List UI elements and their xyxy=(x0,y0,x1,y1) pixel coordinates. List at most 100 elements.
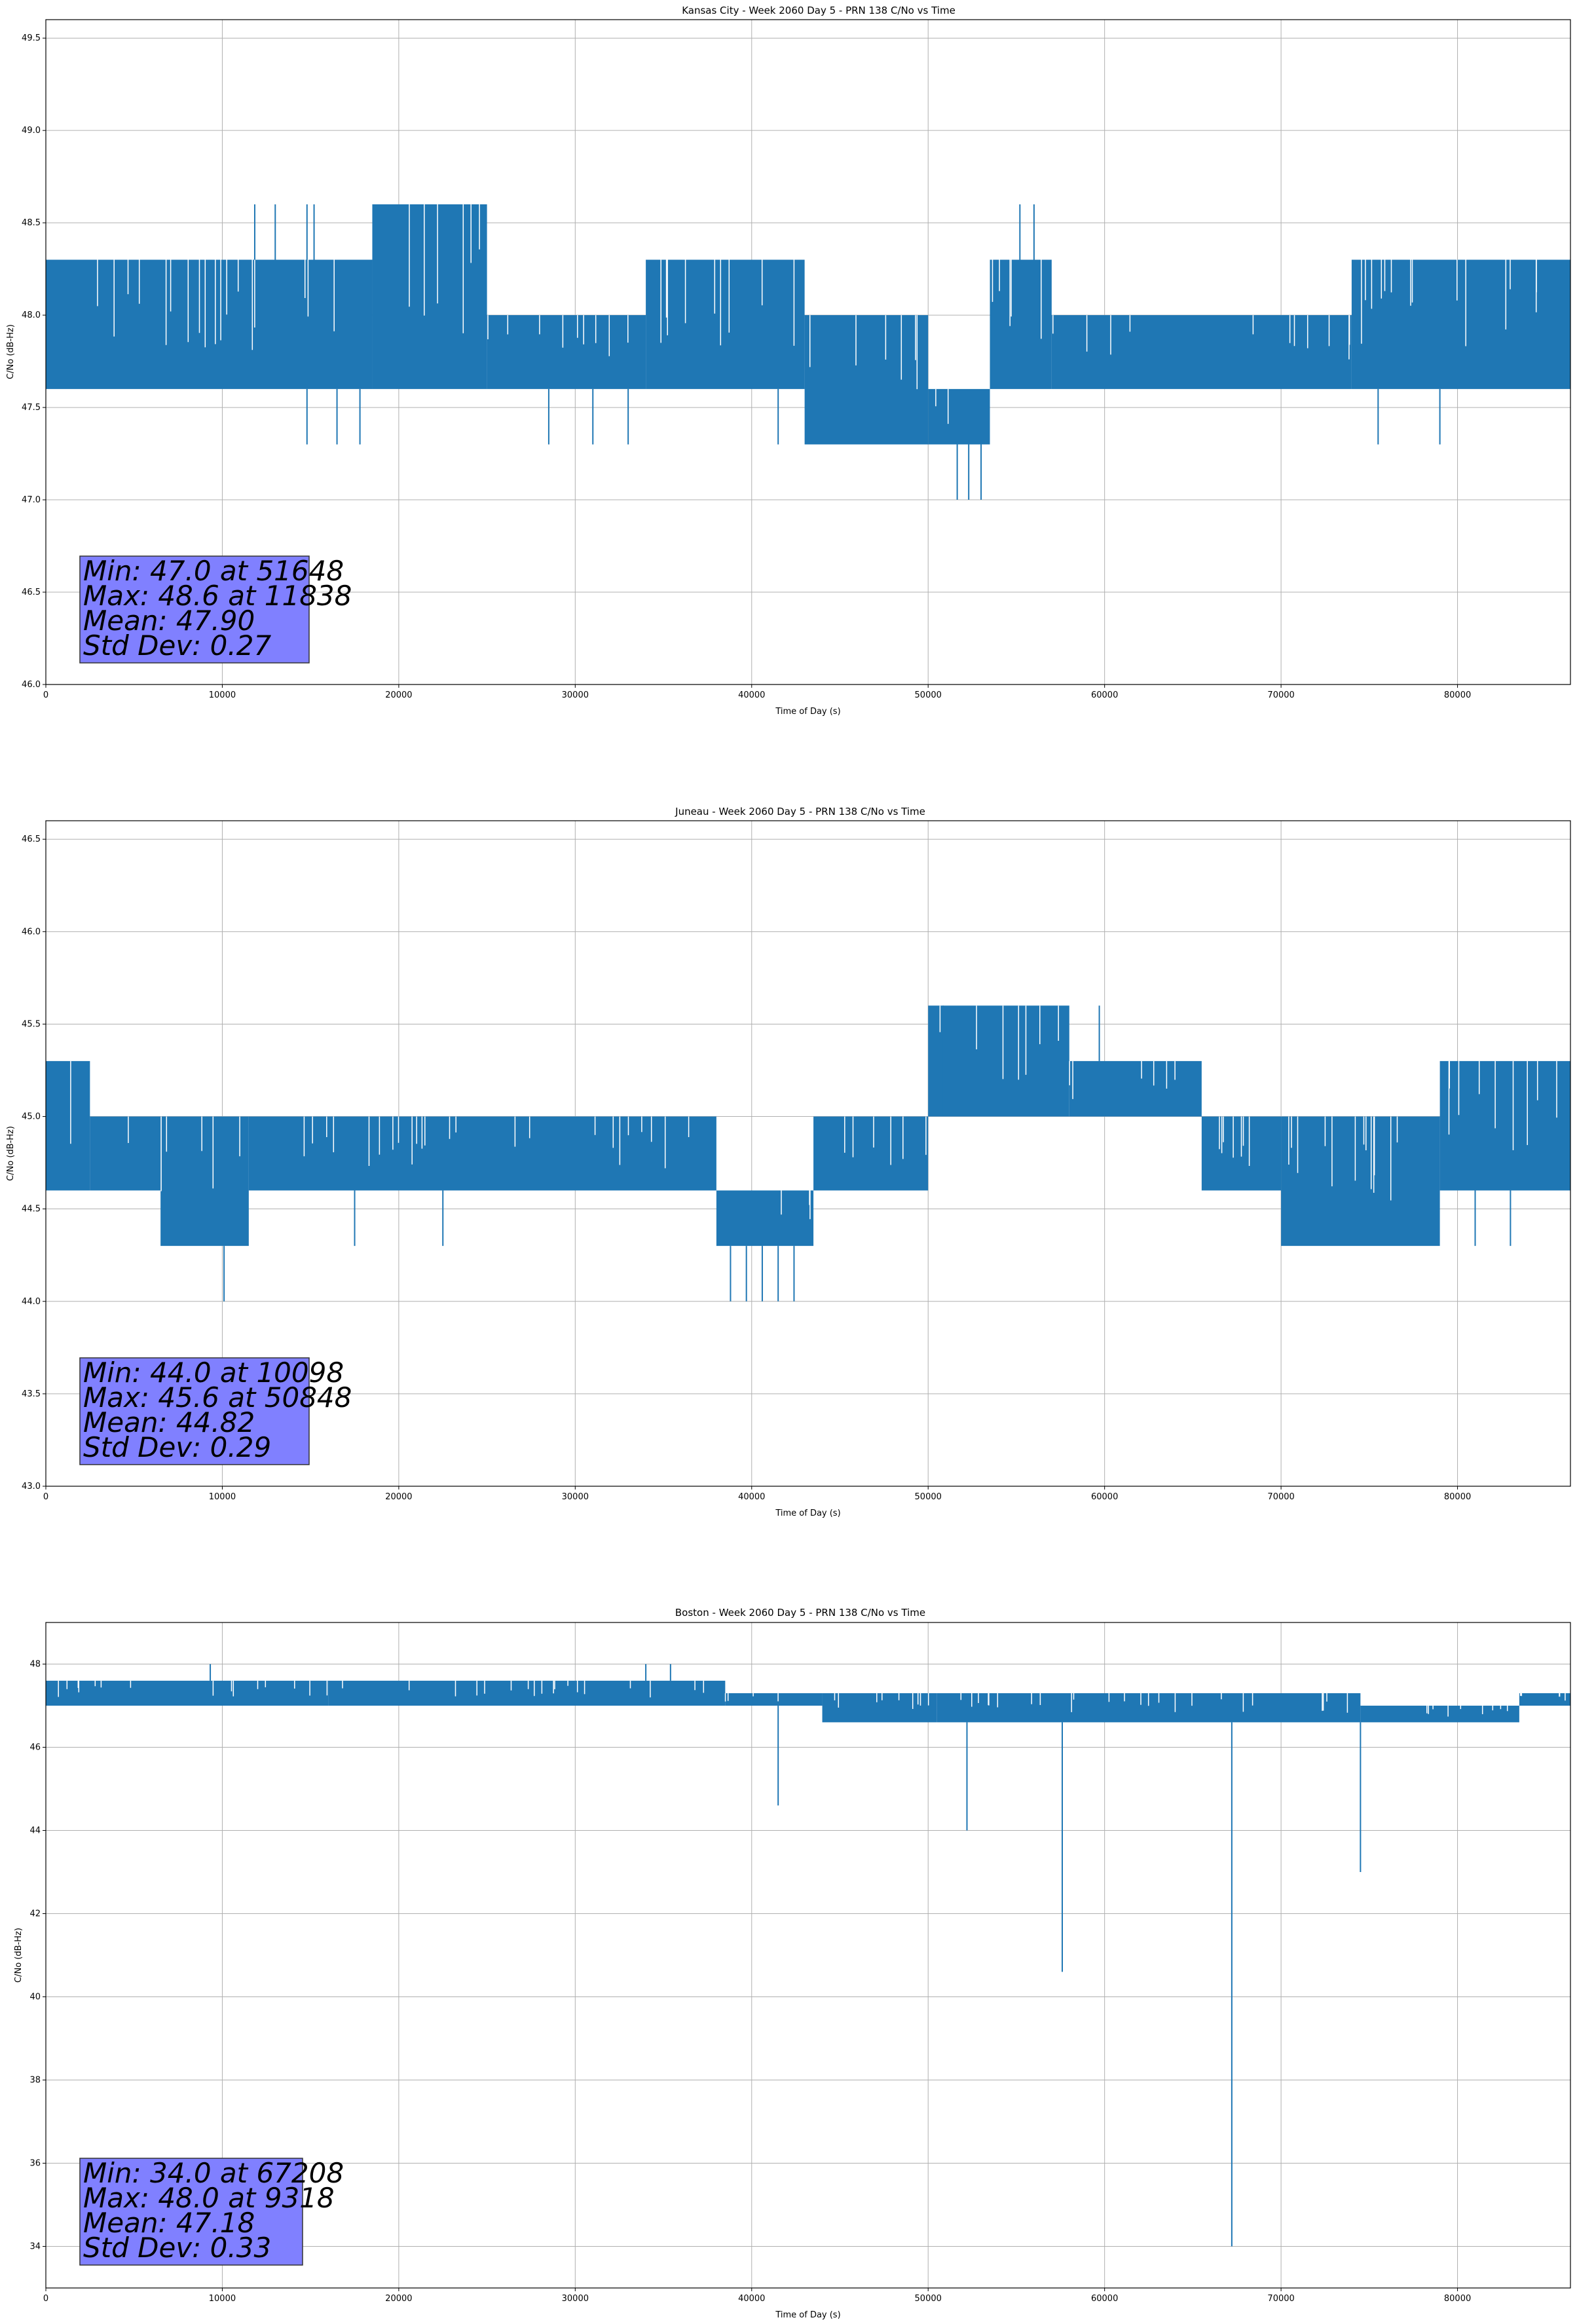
x-tick-label: 40000 xyxy=(738,1492,765,1502)
grid xyxy=(45,1622,1570,2288)
signal-band xyxy=(372,204,487,389)
band-gaps xyxy=(1052,315,1350,360)
x-tick-label: 0 xyxy=(43,1492,48,1502)
band-gaps xyxy=(1219,1116,1250,1166)
band-gaps xyxy=(1519,1693,1566,1701)
chart-boston: Boston - Week 2060 Day 5 - PRN 138 C/No … xyxy=(14,1607,1571,2320)
chart-title: Kansas City - Week 2060 Day 5 - PRN 138 … xyxy=(682,5,955,16)
y-tick-label: 49.5 xyxy=(22,33,41,43)
x-tick-label: 50000 xyxy=(915,2294,942,2304)
signal-band xyxy=(248,1116,716,1191)
x-axis-label: Time of Day (s) xyxy=(775,2310,840,2320)
x-tick-label: 70000 xyxy=(1267,690,1294,700)
x-tick-label: 30000 xyxy=(562,2294,589,2304)
x-tick-label: 60000 xyxy=(1091,690,1118,700)
y-tick-label: 45.0 xyxy=(22,1112,41,1122)
y-tick-label: 46.0 xyxy=(22,680,41,690)
band-gaps xyxy=(487,315,629,356)
signal-band xyxy=(328,1680,726,1706)
x-tick-label: 40000 xyxy=(738,690,765,700)
x-tick-label: 20000 xyxy=(385,690,412,700)
signal-band xyxy=(160,1116,249,1246)
x-tick-label: 10000 xyxy=(209,2294,236,2304)
signal-band xyxy=(46,1060,90,1191)
band-gaps xyxy=(1069,1060,1176,1099)
y-tick-label: 42 xyxy=(29,1909,41,1919)
x-axis-label: Time of Day (s) xyxy=(775,707,840,717)
plot-frame xyxy=(45,820,1571,1487)
stats-box: Min: 34.0 at 67208 Max: 48.0 at 9318 Mea… xyxy=(79,2157,344,2266)
y-tick-label: 47.5 xyxy=(22,403,41,413)
stats-min: Min: 47.0 at 51648 xyxy=(83,555,344,587)
x-tick-label: 60000 xyxy=(1091,2294,1118,2304)
stats-min: Min: 34.0 at 67208 xyxy=(83,2157,344,2189)
band-gaps xyxy=(781,1190,811,1220)
y-tick-label: 46.5 xyxy=(22,588,41,597)
y-tick-label: 43.0 xyxy=(22,1482,41,1491)
x-tick-label: 20000 xyxy=(385,2294,412,2304)
axis-ticks: 0 10000 20000 30000 40000 50000 60000 70000 8000… xyxy=(22,834,1471,1502)
signal-band xyxy=(1069,1060,1202,1117)
stats-box-background xyxy=(79,555,310,664)
stats-std-dev: Std Dev: 0.27 xyxy=(83,629,271,662)
y-tick-label: 38 xyxy=(29,2076,41,2086)
x-axis-label: Time of Day (s) xyxy=(775,1509,840,1518)
band-gaps xyxy=(342,1680,705,1698)
y-tick-label: 34 xyxy=(29,2242,41,2252)
band-gaps xyxy=(1361,259,1537,347)
stats-mean: Mean: 44.82 xyxy=(83,1406,255,1438)
y-axis-label: C/No (dB-Hz) xyxy=(6,1126,16,1181)
signal-band xyxy=(716,1190,814,1246)
stats-min: Min: 44.0 at 10098 xyxy=(83,1357,344,1389)
y-tick-label: 46.5 xyxy=(22,834,41,844)
y-tick-label: 47.0 xyxy=(22,495,41,505)
signal-band xyxy=(46,259,373,389)
axis-ticks: 0 10000 20000 30000 40000 50000 60000 70000 8000… xyxy=(29,1660,1471,2304)
chart-title: Boston - Week 2060 Day 5 - PRN 138 C/No … xyxy=(675,1607,925,1619)
x-tick-label: 10000 xyxy=(209,690,236,700)
band-gaps xyxy=(935,388,949,424)
stats-max: Max: 45.6 at 50848 xyxy=(83,1381,352,1414)
x-tick-label: 40000 xyxy=(738,2294,765,2304)
x-tick-label: 30000 xyxy=(562,1492,589,1502)
plot-frame xyxy=(45,19,1571,685)
y-tick-label: 45.5 xyxy=(22,1019,41,1029)
signal-band xyxy=(804,315,929,445)
stats-mean: Mean: 47.18 xyxy=(83,2207,255,2239)
x-tick-label: 70000 xyxy=(1267,2294,1294,2304)
stats-max: Max: 48.6 at 11838 xyxy=(83,580,352,612)
y-tick-label: 48 xyxy=(29,1660,41,1670)
chart-juneau: Juneau - Week 2060 Day 5 - PRN 138 C/No … xyxy=(6,806,1571,1518)
stats-max: Max: 48.0 at 9318 xyxy=(83,2182,335,2214)
x-tick-label: 80000 xyxy=(1444,2294,1471,2304)
band-gaps xyxy=(409,204,480,333)
stats-std-dev: Std Dev: 0.33 xyxy=(83,2232,271,2264)
x-tick-label: 60000 xyxy=(1091,1492,1118,1502)
y-tick-label: 43.5 xyxy=(22,1389,41,1399)
x-tick-label: 0 xyxy=(43,2294,48,2304)
stats-mean: Mean: 47.90 xyxy=(83,605,255,637)
band-gaps xyxy=(844,1116,927,1165)
band-gaps xyxy=(1288,1116,1398,1201)
y-tick-label: 36 xyxy=(29,2159,41,2169)
stats-box-background xyxy=(79,2158,303,2266)
band-gaps xyxy=(960,1693,1348,1713)
band-gaps xyxy=(97,259,335,350)
plot-frame xyxy=(45,1622,1571,2289)
stats-box: Min: 47.0 at 51648 Max: 48.6 at 11838 Me… xyxy=(79,555,352,664)
data-series xyxy=(46,1664,1570,2247)
band-gaps xyxy=(1448,1060,1557,1150)
stats-box-background xyxy=(79,1357,310,1465)
signal-band xyxy=(90,1116,161,1191)
signal-band xyxy=(725,1693,823,1706)
band-gaps xyxy=(992,259,1042,339)
y-tick-label: 49.0 xyxy=(22,126,41,136)
axis-ticks: 0 10000 20000 30000 40000 50000 60000 70000 8000… xyxy=(22,33,1471,700)
y-tick-label: 44.0 xyxy=(22,1297,41,1307)
signal-band xyxy=(46,1680,329,1706)
chart-title: Juneau - Week 2060 Day 5 - PRN 138 C/No … xyxy=(675,806,925,817)
x-tick-label: 30000 xyxy=(562,690,589,700)
y-tick-label: 48.5 xyxy=(22,218,41,228)
signal-band xyxy=(813,1116,929,1191)
